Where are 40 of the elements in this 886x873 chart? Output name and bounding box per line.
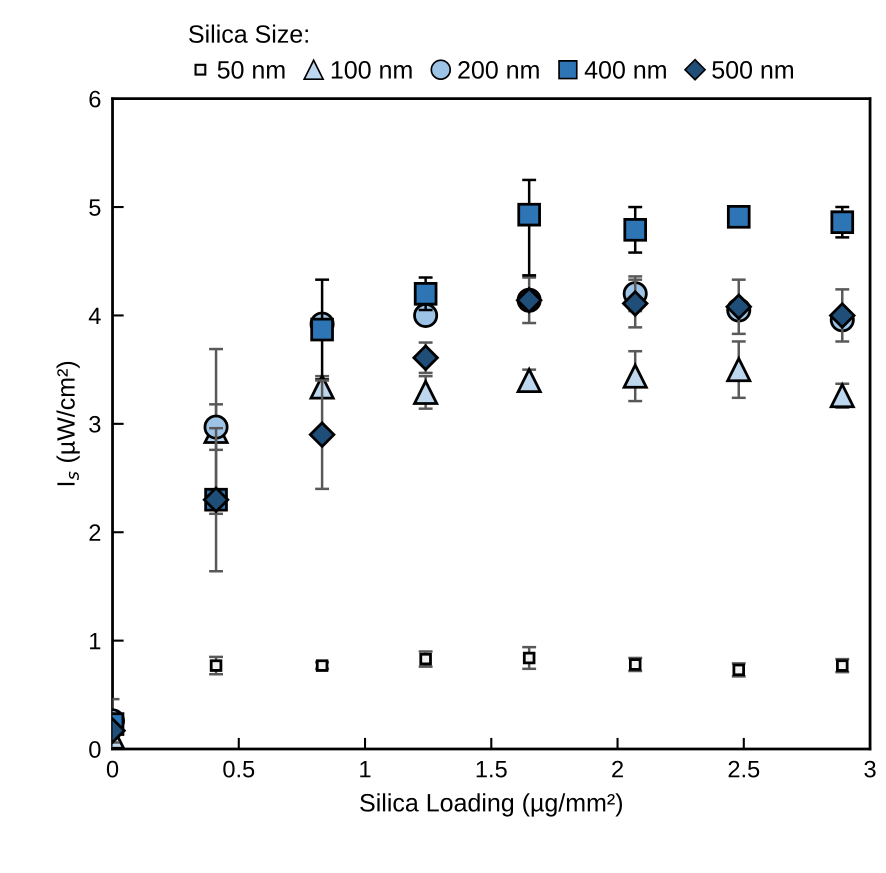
x-axis-title: Silica Loading (µg/mm²): [360, 793, 622, 817]
y-tick-label: 1: [90, 632, 100, 650]
point: [622, 290, 648, 317]
point: [726, 294, 752, 320]
legend-label: 100 nm: [332, 61, 412, 79]
y-tick-label: 6: [89, 90, 100, 108]
point: [522, 652, 536, 664]
point: [830, 383, 855, 408]
y-tick-label: 0: [89, 741, 100, 758]
point: [829, 302, 856, 329]
point: [516, 368, 542, 393]
point: [413, 380, 438, 405]
y-axis-title: I$_{s}$ (µW/cm²): [56, 362, 80, 486]
y-tick-label: 2: [89, 524, 100, 541]
x-tick-label: 0: [106, 760, 118, 778]
y-tick-label: 5: [89, 199, 100, 216]
point: [308, 422, 336, 448]
legend-label: 500 nm: [712, 61, 794, 79]
x-tick-label: 0.5: [223, 760, 254, 778]
point: [310, 318, 334, 342]
y-tick-label: 4: [88, 308, 101, 324]
x-tick-label: 1.5: [476, 761, 507, 778]
x-tick-label: 1: [360, 761, 370, 778]
x-tick-label: 2: [612, 760, 623, 778]
legend-label: 50 nm: [218, 61, 284, 79]
point: [210, 659, 222, 672]
y-tick-label: 3: [89, 416, 100, 433]
point: [726, 204, 751, 229]
point: [517, 202, 541, 226]
point: [622, 364, 648, 389]
point: [623, 218, 648, 242]
point: [726, 357, 752, 382]
point: [316, 659, 328, 672]
point: [830, 210, 854, 234]
x-tick-label: 3: [864, 760, 876, 778]
legend-label: 200 nm: [458, 61, 539, 79]
x-tick-label: 2.5: [728, 760, 760, 778]
point: [414, 282, 438, 306]
legend-title: Silica Size:: [189, 24, 308, 43]
legend-label: 400 nm: [584, 61, 666, 79]
